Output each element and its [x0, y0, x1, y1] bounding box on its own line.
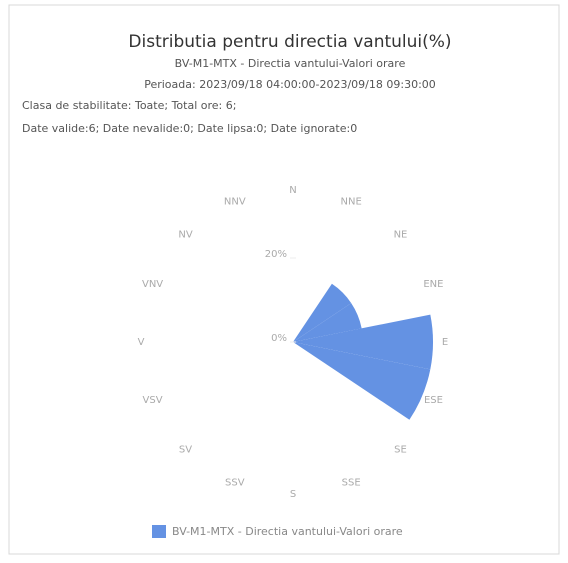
direction-label: SV: [179, 444, 192, 455]
y-tick-label: 20%: [265, 249, 287, 260]
sector: [293, 314, 434, 370]
direction-label: N: [289, 185, 296, 196]
direction-label: ESE: [424, 395, 443, 406]
direction-label: SE: [394, 444, 407, 455]
direction-label: SSE: [342, 477, 361, 488]
direction-label: E: [442, 337, 448, 348]
legend-swatch[interactable]: [152, 525, 166, 538]
chart-subtitle: BV-M1-MTX - Directia vantului-Valori ora…: [175, 57, 406, 70]
info-line: Clasa de stabilitate: Toate; Total ore: …: [22, 99, 236, 112]
direction-label: NNE: [341, 197, 362, 208]
direction-label: ENE: [423, 279, 443, 290]
chart-title: Distributia pentru directia vantului(%): [128, 32, 451, 52]
chart-frame: [8, 4, 560, 555]
direction-label: S: [290, 489, 296, 500]
period: Perioada: 2023/09/18 04:00:00-2023/09/18…: [144, 78, 436, 91]
direction-label: NE: [394, 230, 408, 241]
legend-label[interactable]: BV-M1-MTX - Directia vantului-Valori ora…: [172, 525, 403, 538]
sector: [293, 303, 362, 342]
direction-label: VNV: [142, 279, 163, 290]
direction-label: NV: [178, 230, 192, 241]
direction-label: NNV: [224, 197, 246, 208]
y-tick-label: 0%: [271, 333, 287, 344]
direction-label: V: [138, 337, 145, 348]
info-line: Date valide:6; Date nevalide:0; Date lip…: [22, 122, 357, 135]
direction-label: VSV: [143, 395, 163, 406]
sector: [293, 342, 431, 420]
direction-label: SSV: [225, 477, 245, 488]
sector: [293, 283, 352, 342]
